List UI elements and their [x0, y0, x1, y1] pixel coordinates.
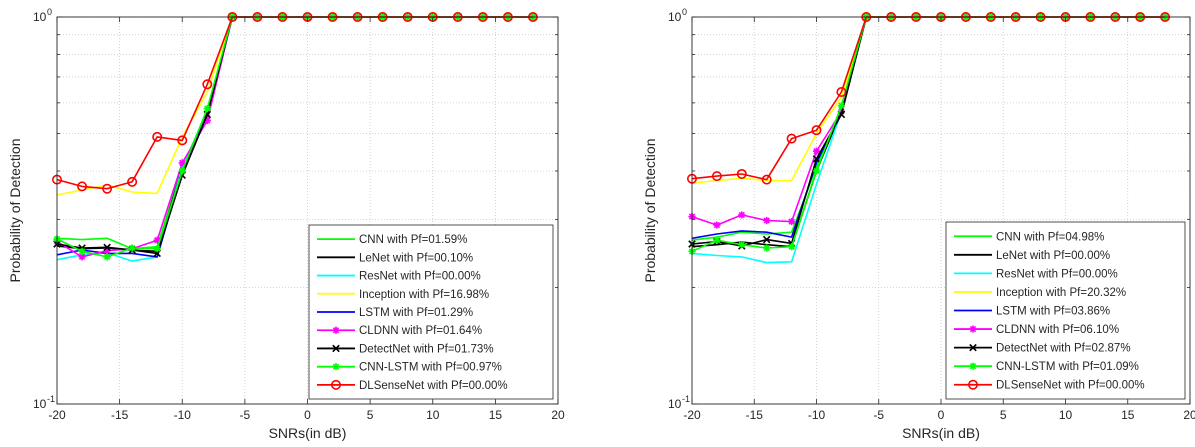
x-tick-label: -15 [111, 408, 129, 422]
legend-marker [969, 343, 977, 352]
legend-entry-label: ResNet with Pf=00.00% [359, 271, 481, 283]
y-tick-exponent: 0 [682, 7, 687, 17]
x-tick-label: 5 [367, 408, 374, 422]
data-point-marker [812, 155, 821, 163]
data-point-marker [836, 87, 847, 98]
y-tick-label: 10 [668, 397, 682, 411]
legend-entry-label: DLSenseNet with Pf=00.00% [359, 380, 508, 392]
data-point-marker [762, 235, 771, 244]
legend-entry-label: LeNet with Pf=00.00% [996, 250, 1110, 262]
x-axis-label: SNRs(in dB) [902, 425, 980, 441]
legend-entry-label: LeNet with Pf=00.10% [359, 252, 473, 264]
data-point-marker [788, 243, 796, 251]
legend-marker [330, 379, 341, 390]
y-tick-exponent: -1 [682, 394, 690, 404]
data-point-marker [77, 181, 88, 192]
x-tick-label: 15 [1121, 408, 1135, 422]
data-point-marker [738, 211, 746, 219]
data-point-marker [761, 174, 772, 185]
data-point-marker [763, 216, 771, 225]
y-tick-label: 10 [668, 10, 682, 24]
data-point-marker [713, 221, 721, 229]
data-point-marker [738, 241, 746, 249]
data-point-marker [736, 168, 747, 179]
data-point-marker [202, 79, 213, 90]
data-point-marker [177, 135, 188, 146]
data-point-marker [837, 102, 845, 110]
x-tick-label: 20 [551, 408, 565, 422]
x-tick-label: 20 [1183, 408, 1195, 422]
data-point-marker [178, 167, 186, 175]
data-point-marker [811, 125, 822, 136]
data-point-marker [152, 131, 163, 142]
y-tick-exponent: 0 [47, 7, 52, 17]
legend-entry-label: CNN-LSTM with Pf=00.97% [359, 362, 502, 374]
legend-marker [332, 326, 340, 334]
legend-entry-label: CLDNN with Pf=01.64% [359, 325, 482, 337]
data-point-marker [153, 236, 161, 244]
data-point-marker [153, 245, 161, 253]
data-point-marker [711, 171, 722, 182]
data-point-marker [713, 236, 721, 244]
x-tick-label: 10 [426, 408, 440, 422]
legend-entry-label: DLSenseNet with Pf=00.00% [996, 380, 1145, 392]
data-point-marker [78, 253, 86, 261]
data-point-marker [812, 147, 821, 155]
data-point-marker [127, 176, 138, 187]
legend-entry-label: CLDNN with Pf=06.10% [996, 324, 1119, 336]
y-axis-label: Probability of Detection [642, 139, 658, 283]
legend-marker [967, 379, 978, 390]
legend: CNN with Pf=01.59% LeNet with Pf=00.10% Re… [308, 224, 554, 400]
x-tick-label: -20 [48, 408, 66, 422]
x-tick-label: -5 [240, 408, 251, 422]
x-tick-label: -5 [873, 408, 884, 422]
data-point-marker [786, 133, 797, 144]
legend-marker [332, 363, 340, 371]
data-point-marker [128, 244, 136, 252]
legend-entry-label: CNN with Pf=04.98% [996, 231, 1104, 243]
y-axis-label: Probability of Detection [7, 139, 23, 283]
legend-entry-label: Inception with Pf=16.98% [359, 289, 489, 301]
legend-marker [332, 344, 340, 353]
data-point-marker [788, 218, 796, 226]
data-point-marker [178, 159, 186, 167]
x-tick-label: -15 [746, 408, 764, 422]
legend-entry-label: CNN with Pf=01.59% [359, 234, 467, 246]
legend-marker [969, 362, 977, 370]
y-tick-exponent: -1 [47, 394, 55, 404]
data-point-marker [763, 244, 771, 252]
data-point-marker [103, 243, 111, 252]
legend-entry-label: DetectNet with Pf=02.87% [996, 343, 1131, 355]
legend-entry-label: DetectNet with Pf=01.73% [359, 343, 494, 355]
legend-entry-label: LSTM with Pf=03.86% [996, 306, 1110, 318]
x-tick-label: 5 [1000, 408, 1007, 422]
legend-entry-label: LSTM with Pf=01.29% [359, 307, 473, 319]
data-point-marker [103, 253, 111, 261]
data-point-marker [103, 247, 111, 255]
legend-entry-label: CNN-LSTM with Pf=01.09% [996, 361, 1139, 373]
x-tick-label: -10 [174, 408, 192, 422]
legend-entry-label: Inception with Pf=20.32% [996, 287, 1126, 299]
x-tick-label: 0 [304, 408, 311, 422]
x-tick-label: 0 [938, 408, 945, 422]
x-axis-label: SNRs(in dB) [269, 425, 347, 441]
x-tick-label: -20 [683, 408, 701, 422]
legend-entry-label: ResNet with Pf=00.00% [996, 268, 1118, 280]
data-point-marker [812, 167, 821, 175]
legend: CNN with Pf=04.98% LeNet with Pf=00.00% Re… [945, 221, 1186, 400]
y-tick-label: 10 [33, 397, 47, 411]
data-point-marker [78, 247, 86, 255]
legend-marker [969, 325, 977, 333]
x-tick-label: 15 [489, 408, 503, 422]
x-tick-label: -10 [808, 408, 826, 422]
y-tick-label: 10 [33, 10, 47, 24]
data-point-marker [203, 116, 211, 125]
grid [691, 16, 1191, 405]
x-tick-label: 10 [1059, 408, 1073, 422]
data-point-marker [102, 183, 113, 194]
data-point-marker [203, 104, 211, 113]
